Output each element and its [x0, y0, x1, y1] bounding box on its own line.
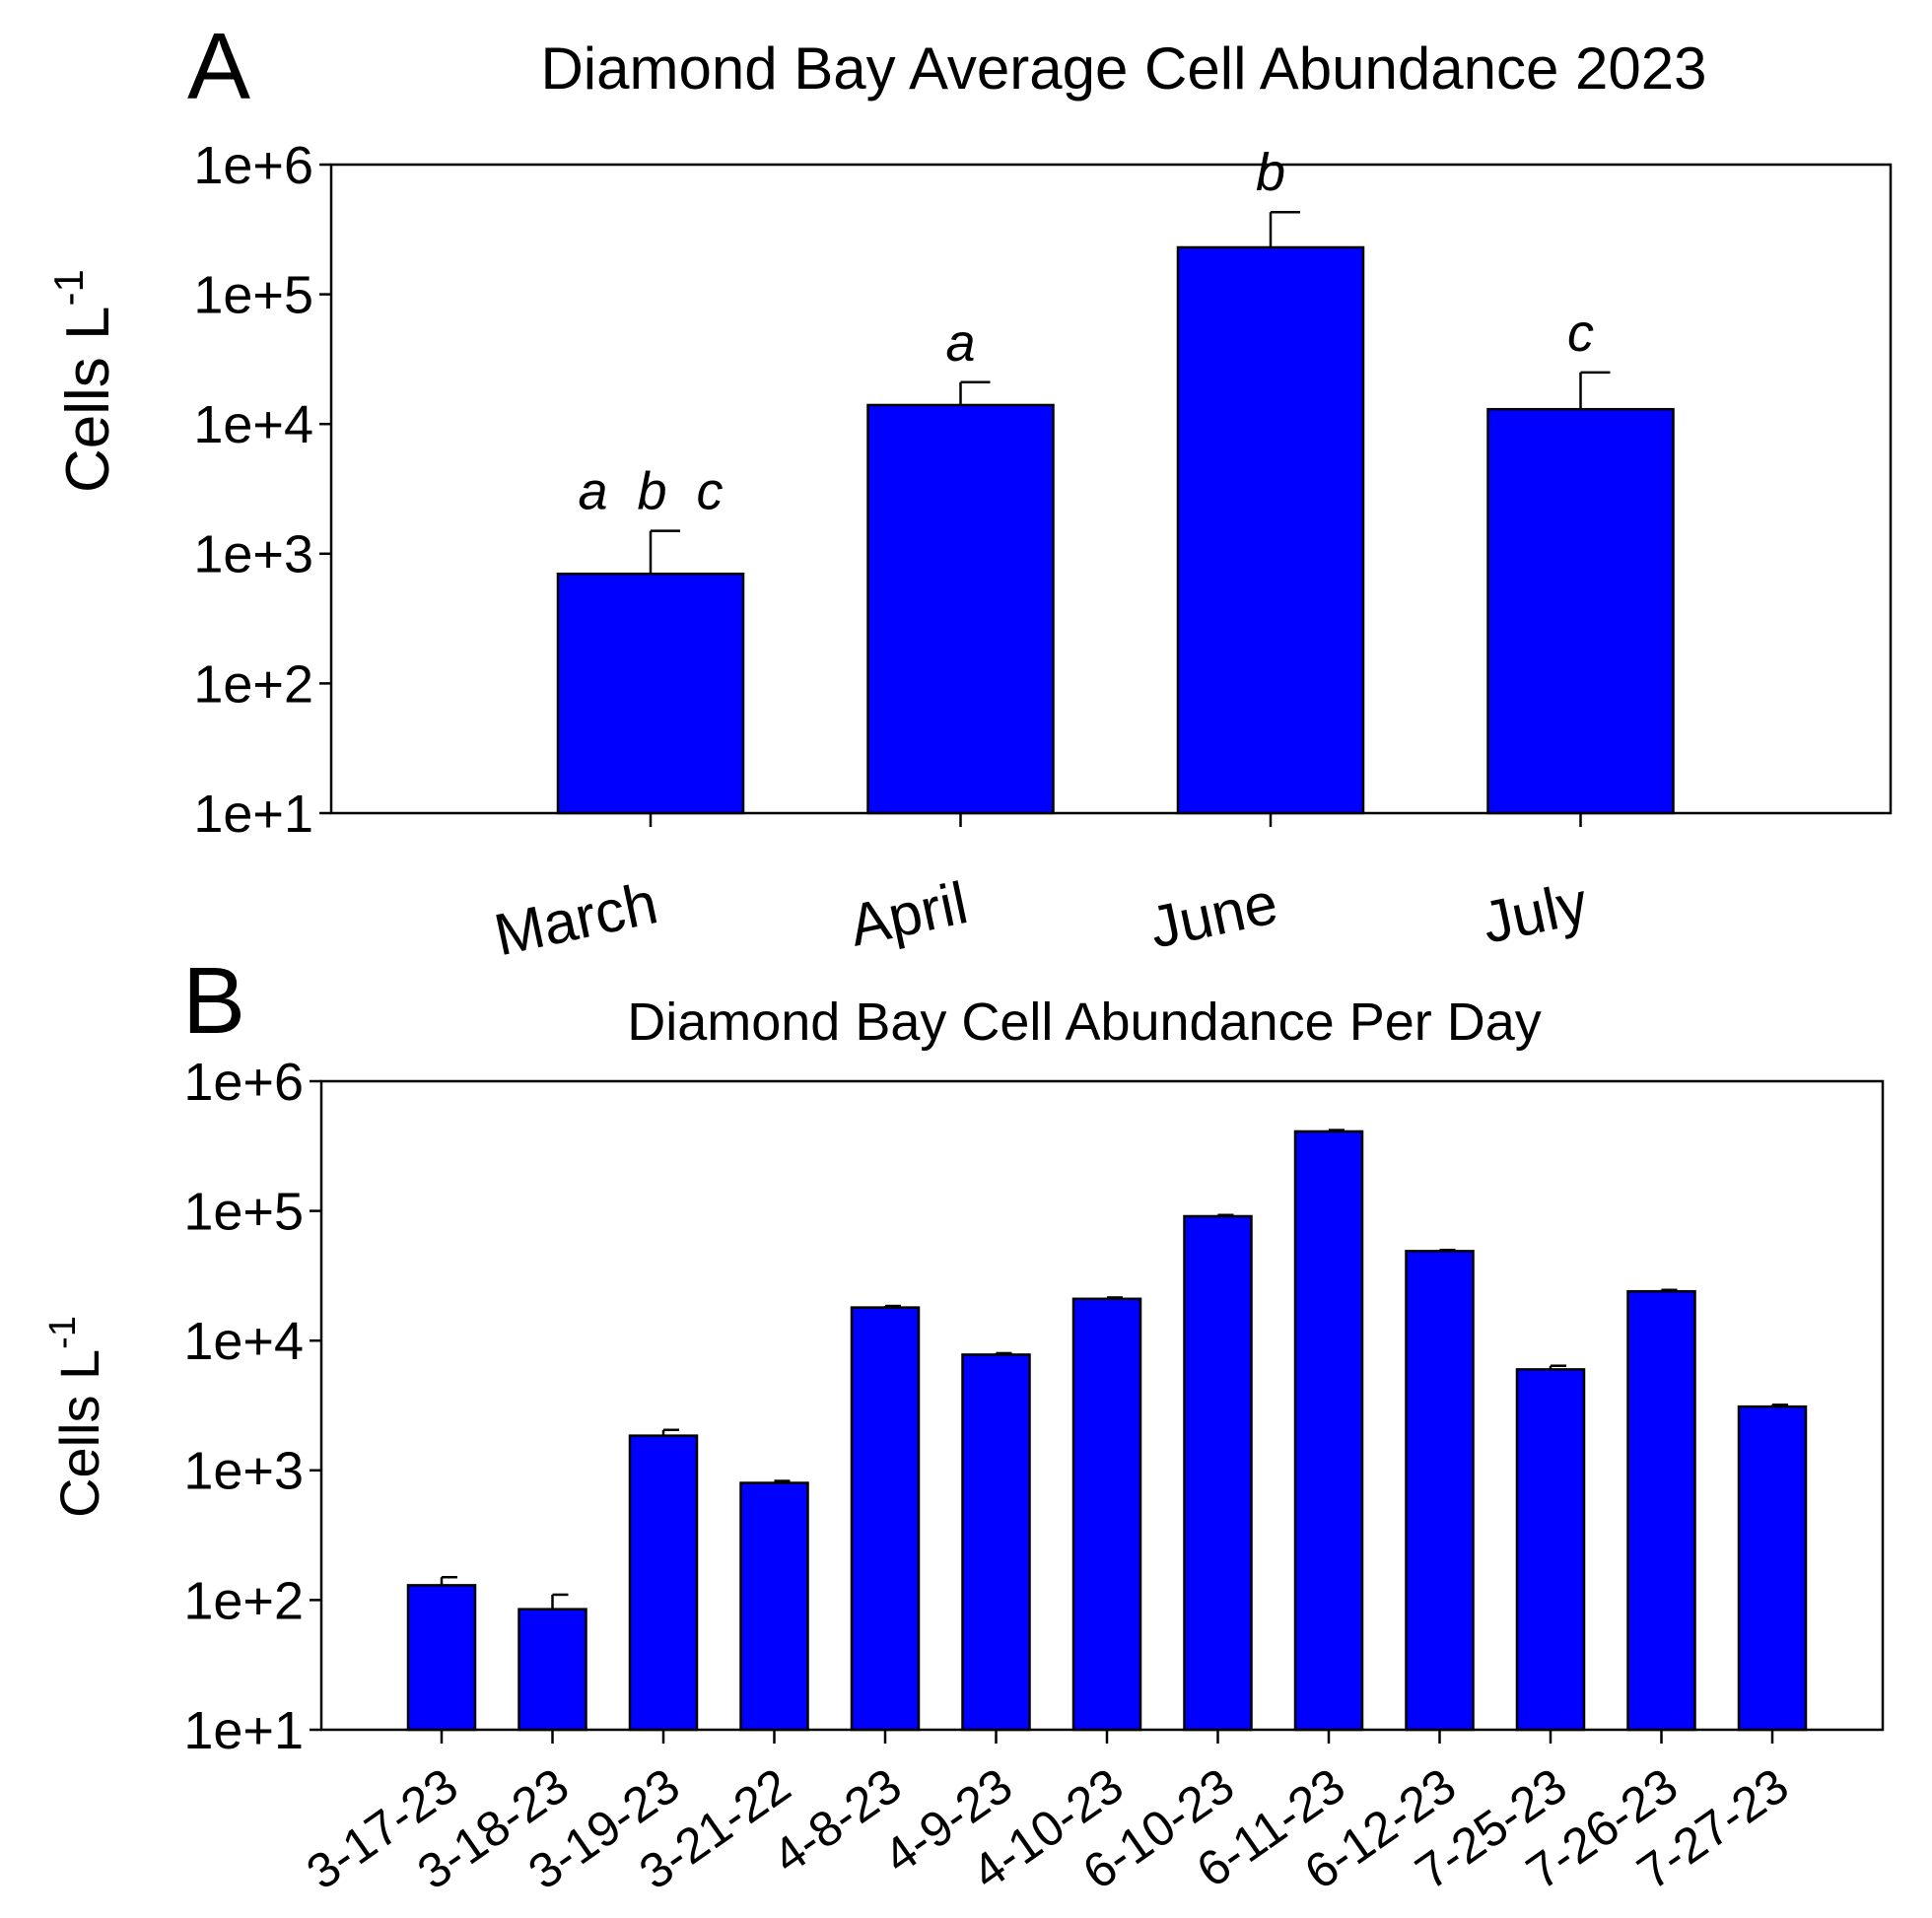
panel-b-plot-frame [319, 1079, 1885, 1732]
panel-b-y-tick-label: 1e+1 [183, 1701, 304, 1760]
panel-a-significance-letter: a b c [578, 462, 723, 521]
panel-b-y-axis-label-superscript: -1 [42, 1316, 84, 1349]
panel-b-y-tick-label: 1e+2 [183, 1571, 304, 1630]
panel-b-y-axis-label: Cells L-1 [42, 1316, 110, 1518]
panel-a-plot-frame [329, 163, 1893, 815]
panel-b-marks: 1e+11e+21e+31e+41e+51e+63-17-233-18-233-… [183, 1053, 1808, 1900]
panel-b-bar [518, 1608, 587, 1732]
panel-b-y-tick-label: 1e+6 [183, 1053, 304, 1112]
panel-a-y-tick-label: 1e+2 [193, 654, 313, 714]
panel-a-label: A [187, 14, 250, 119]
panel-a-marks: 1e+1 1e+2 1e+3 1e+4 1e+5 1e+6 March a b c April a… [193, 136, 1675, 968]
panel-b-title: Diamond Bay Cell Abundance Per Day [627, 993, 1542, 1052]
panel-b-y-tick-label: 1e+5 [183, 1183, 304, 1242]
panel-a-bar [866, 403, 1055, 815]
panel-a-significance-letter: a [945, 313, 975, 373]
panel-b-bar [961, 1353, 1031, 1732]
panel-b-bar [850, 1306, 921, 1732]
panel-a-y-tick-label: 1e+6 [193, 136, 313, 195]
panel-a-x-tick-label: March [489, 869, 663, 968]
panel-a-y-axis-label-superscript: -1 [45, 269, 92, 306]
panel-a-x-tick-label: June [1144, 869, 1283, 961]
panel-b-bar [1515, 1368, 1586, 1732]
panel-a-y-axis-label: Cells L-1 [45, 269, 122, 493]
panel-b-y-tick-label: 1e+4 [183, 1312, 304, 1371]
panel-b-y-axis-label-main: Cells L [48, 1349, 110, 1518]
panel-b-bar [628, 1434, 699, 1732]
panel-a-significance-letter: c [1567, 304, 1594, 363]
panel-b-bar [1737, 1404, 1808, 1732]
panel-a-y-tick-label: 1e+3 [193, 525, 313, 584]
panel-b-bar [1071, 1297, 1142, 1732]
panel-a-bar [556, 572, 745, 815]
panel-a-bar [1486, 407, 1675, 815]
panel-a-y-axis-label-main: Cells L [54, 306, 122, 493]
panel-b-bar [1626, 1289, 1696, 1732]
panel-b-label: B [182, 948, 245, 1054]
panel-a-y-tick-label: 1e+1 [193, 785, 313, 844]
panel-b-bar [739, 1481, 809, 1732]
panel-a-x-tick-label: April [844, 869, 973, 958]
panel-b-x-tick-label: 4-8-23 [763, 1757, 912, 1884]
panel-a-significance-letter: b [1256, 143, 1285, 202]
panel-a-bar [1176, 245, 1365, 815]
panel-b-y-tick-label: 1e+3 [183, 1442, 304, 1501]
panel-b: B Diamond Bay Cell Abundance Per Day Cel… [42, 948, 1885, 1900]
panel-b-bar [1293, 1130, 1364, 1732]
panel-a-y-tick-label: 1e+4 [193, 395, 313, 454]
panel-b-bar [1183, 1214, 1253, 1732]
panel-a-title: Diamond Bay Average Cell Abundance 2023 [540, 35, 1706, 102]
panel-a-y-tick-label: 1e+5 [193, 266, 313, 325]
panel-b-bar [406, 1584, 477, 1732]
panel-a: A Diamond Bay Average Cell Abundance 202… [45, 14, 1893, 968]
panel-b-bar [1405, 1250, 1475, 1732]
panel-a-x-tick-label: July [1477, 869, 1593, 956]
